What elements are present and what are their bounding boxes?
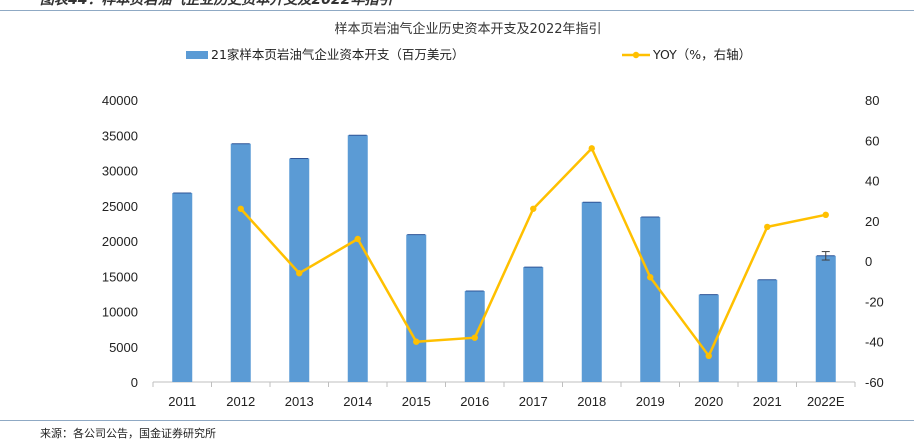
x-tick-label-2022E: 2022E — [807, 394, 845, 409]
x-tick-label-2019: 2019 — [636, 394, 665, 409]
yoy-point-2014 — [354, 235, 361, 243]
legend-line-marker — [632, 51, 640, 59]
y-left-tick-labels: 0 5000 10000 15000 20000 25000 30000 35000 40000 — [102, 93, 138, 390]
x-tick-label-2021: 2021 — [753, 394, 782, 409]
x-tick-label-2016: 2016 — [460, 394, 489, 409]
bar-2022E — [815, 255, 836, 382]
y-right-tick--60: -60 — [865, 375, 884, 390]
y-left-tick-5000: 5000 — [109, 340, 138, 355]
bar-2011 — [172, 193, 193, 382]
x-tick-label-2017: 2017 — [519, 394, 548, 409]
bar-2015 — [406, 234, 427, 382]
panel-top-divider — [40, 10, 914, 11]
y-left-tick-25000: 25000 — [102, 199, 138, 214]
y-right-tick--40: -40 — [865, 335, 884, 350]
x-tick-label-2020: 2020 — [694, 394, 723, 409]
axes — [152, 381, 856, 387]
legend-bar-label: 21家样本页岩油气企业资本开支（百万美元） — [211, 47, 464, 62]
yoy-point-2013 — [296, 270, 303, 277]
y-right-tick-0: 0 — [865, 254, 872, 269]
y-right-tick-20: 20 — [865, 214, 879, 229]
y-left-tick-0: 0 — [131, 375, 138, 390]
left-divider — [0, 10, 40, 11]
legend: 21家样本页岩油气企业资本开支（百万美元） YOY（%，右轴） — [186, 47, 751, 62]
x-tick-label-2014: 2014 — [343, 394, 372, 409]
y-right-tick--20: -20 — [865, 294, 884, 309]
y-right-tick-labels: -60 -40 -20 0 20 40 60 80 — [865, 93, 884, 390]
x-tick-label-2015: 2015 — [402, 394, 431, 409]
y-left-tick-40000: 40000 — [102, 93, 138, 108]
yoy-point-2018 — [588, 145, 595, 152]
bar-2012 — [230, 143, 251, 382]
bar-series — [172, 134, 836, 382]
yoy-point-2016 — [471, 334, 478, 341]
source-note: 来源：各公司公告，国金证券研究所 — [40, 427, 216, 440]
bar-2021 — [757, 279, 778, 382]
bar-2018 — [581, 202, 602, 382]
y-left-tick-20000: 20000 — [102, 234, 138, 249]
bar-2020 — [698, 294, 719, 382]
yoy-point-2012 — [237, 205, 244, 212]
bar-2014 — [347, 135, 368, 382]
y-left-tick-35000: 35000 — [102, 128, 138, 143]
legend-bar-swatch — [186, 51, 208, 59]
chart-title: 样本页岩油气企业历史资本开支及2022年指引 — [334, 21, 601, 37]
x-tick-label-2012: 2012 — [226, 394, 255, 409]
yoy-point-2015 — [413, 338, 420, 345]
y-right-tick-80: 80 — [865, 93, 879, 108]
x-tick-label-2018: 2018 — [577, 394, 606, 409]
yoy-point-2019 — [647, 274, 654, 281]
x-tick-label-2013: 2013 — [285, 394, 314, 409]
y-right-tick-40: 40 — [865, 174, 879, 189]
legend-line-label: YOY（%，右轴） — [652, 47, 751, 62]
y-left-tick-15000: 15000 — [102, 269, 138, 284]
y-left-tick-30000: 30000 — [102, 164, 138, 179]
bar-2017 — [523, 267, 544, 382]
yoy-point-2022E — [822, 211, 829, 219]
x-axis-labels: 2011 2012 2013 2014 2015 2016 2017 2018 2019 2020… — [168, 394, 845, 409]
yoy-point-2021 — [764, 223, 771, 231]
bottom-divider — [0, 420, 914, 421]
yoy-point-2017 — [530, 205, 537, 212]
bar-2019 — [640, 217, 661, 382]
figure-caption: 图表44：样本页岩油气企业历史资本开支及2022年指引 — [40, 0, 393, 8]
line-series — [237, 145, 829, 360]
x-tick-label-2011: 2011 — [168, 394, 196, 409]
yoy-point-2020 — [705, 352, 712, 360]
y-left-tick-10000: 10000 — [102, 305, 138, 320]
y-right-tick-60: 60 — [865, 133, 879, 148]
error-bar-group — [821, 251, 830, 261]
